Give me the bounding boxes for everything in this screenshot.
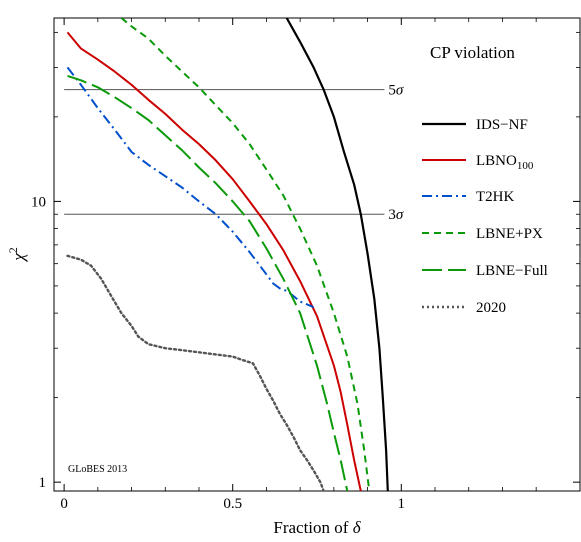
y-tick-label-1: 10 [31, 194, 46, 210]
series-line-1 [66, 31, 362, 491]
credit-label: GLoBES 2013 [68, 464, 127, 475]
legend-label-3: LBNE+PX [476, 226, 543, 242]
legend-label-2: T2HK [476, 189, 514, 205]
series-line-0 [285, 18, 389, 491]
y-axis-label: χ2 [6, 247, 28, 262]
x-tick-label-0: 0 [60, 496, 68, 512]
sigma-label-1: 3σ [388, 207, 404, 223]
legend-label-4: LBNE−Full [476, 263, 548, 279]
legend-title: CP violation [430, 43, 515, 62]
legend-label-1: LBNO100 [476, 153, 534, 172]
legend-label-5: 2020 [476, 300, 506, 316]
series-line-2 [66, 66, 314, 309]
x-tick-label-1: 0.5 [223, 496, 242, 512]
plot-frame [53, 17, 581, 492]
series-line-5 [66, 254, 325, 491]
x-tick-label-2: 1 [398, 496, 406, 512]
y-tick-label-0: 1 [39, 475, 47, 491]
x-axis-label: Fraction of δ [273, 518, 361, 537]
series-lines [66, 18, 389, 491]
axis-ticks: 0 0.5 1 1 10 [31, 18, 580, 512]
legend: IDS−NF LBNO100 T2HK LBNE+PX LBNE−Full 2020 [422, 117, 548, 316]
series-line-4 [67, 74, 349, 491]
series-line-3 [120, 18, 371, 491]
sigma-label-0: 5σ [388, 83, 404, 99]
legend-label-0: IDS−NF [476, 117, 528, 133]
reference-lines: 5σ 3σ [64, 83, 404, 223]
